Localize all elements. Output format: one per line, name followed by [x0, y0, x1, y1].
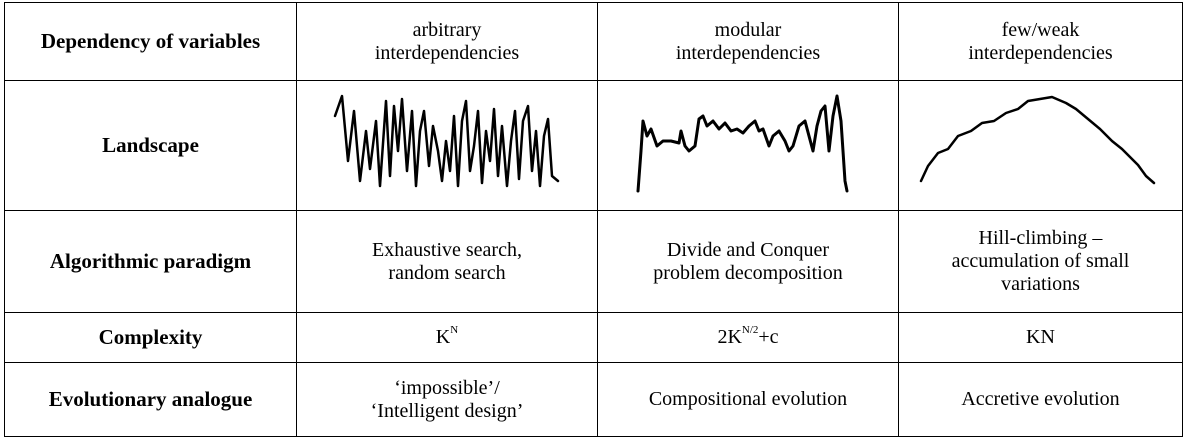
row-header: Algorithmic paradigm — [4, 210, 297, 313]
row-header: Complexity — [4, 312, 297, 363]
text: arbitrary — [412, 18, 482, 41]
row-header: Dependency of variables — [4, 2, 297, 81]
table-row: Evolutionary analogue ‘impossible’/‘Inte… — [4, 362, 1183, 437]
comparison-table: Dependency of variables arbitrary interde… — [4, 2, 1183, 437]
table-row: Algorithmic paradigm Exhaustive search, r… — [4, 210, 1183, 313]
text: Landscape — [102, 133, 199, 157]
landscape-curve — [919, 95, 1155, 184]
table-row: Complexity KN 2KN/2+c KN — [4, 312, 1183, 363]
text: few/weak — [1001, 18, 1080, 41]
landscape-curve — [333, 94, 560, 187]
cell — [597, 80, 899, 211]
cell: Hill-climbing – accumulation of small vari… — [898, 210, 1183, 313]
text: Algorithmic paradigm — [49, 249, 252, 273]
modular-landscape — [636, 94, 849, 192]
text: interdependencies — [675, 41, 821, 64]
text: interdependencies — [374, 41, 520, 64]
landscape-curve — [636, 94, 849, 192]
cell: KN — [898, 312, 1183, 363]
text: Divide and Conquer — [666, 238, 830, 261]
text: Exhaustive search, — [372, 238, 522, 261]
cell: 2KN/2+c — [597, 312, 899, 363]
text: K — [435, 326, 451, 348]
table-row: Landscape — [4, 80, 1183, 211]
text: 2K — [717, 326, 742, 348]
row-header: Landscape — [4, 80, 297, 211]
text: Dependency of variables — [40, 29, 261, 53]
cell: modular interdependencies — [597, 2, 899, 81]
text: random search — [388, 261, 506, 284]
text: Accretive evolution — [961, 388, 1120, 410]
text: Complexity — [98, 325, 203, 349]
text: interdependencies — [968, 41, 1113, 64]
table-row: Dependency of variables arbitrary interde… — [4, 2, 1183, 81]
text: variations — [1001, 273, 1080, 295]
smooth-landscape — [919, 95, 1155, 184]
superscript: N/2 — [741, 324, 759, 336]
text: Compositional evolution — [648, 388, 848, 410]
cell: ‘impossible’/‘Intelligent design’ — [296, 362, 598, 437]
text: modular — [714, 18, 782, 41]
text: ‘Intelligent design’ — [370, 399, 524, 422]
text: Evolutionary analogue — [48, 387, 253, 411]
cell: Exhaustive search, random search — [296, 210, 598, 313]
text: +c — [758, 326, 779, 348]
cell: Compositional evolution — [597, 362, 899, 437]
rugged-landscape — [333, 94, 560, 187]
superscript: N — [450, 324, 459, 336]
cell: arbitrary interdependencies — [296, 2, 598, 81]
cell: Accretive evolution — [898, 362, 1183, 437]
text: Hill-climbing – — [978, 227, 1103, 249]
text: KN — [1026, 326, 1055, 348]
text: problem decomposition — [653, 261, 843, 284]
cell: Divide and Conquer problem decomposition — [597, 210, 899, 313]
text: accumulation of small — [951, 250, 1130, 272]
cell: KN — [296, 312, 598, 363]
cell — [898, 80, 1183, 211]
cell: few/weak interdependencies — [898, 2, 1183, 81]
cell — [296, 80, 598, 211]
row-header: Evolutionary analogue — [4, 362, 297, 437]
text: ‘impossible’/ — [394, 376, 500, 399]
